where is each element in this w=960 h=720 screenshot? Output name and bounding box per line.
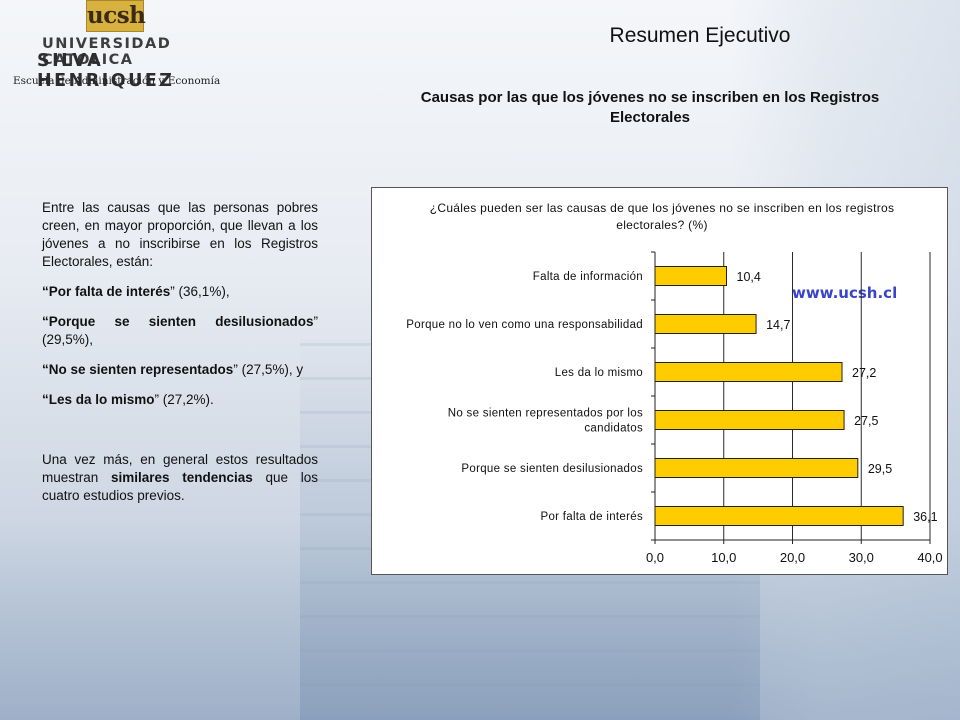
cause-list: “Por falta de interés” (36,1%), “Porque … bbox=[42, 283, 318, 409]
summary-text: Entre las causas que las personas pobres… bbox=[42, 199, 318, 517]
data-label: 14,7 bbox=[766, 318, 790, 332]
conclusion-text-end: que los cuatro estudios previos. bbox=[42, 470, 318, 503]
data-label: 27,2 bbox=[852, 366, 876, 380]
conclusion-highlight: similares tendencias bbox=[111, 470, 253, 485]
page-subtitle: Causas por las que los jóvenes no se ins… bbox=[420, 89, 880, 126]
x-tick-label: 20,0 bbox=[780, 550, 805, 565]
bar bbox=[654, 362, 843, 382]
category-label: Porque no lo ven como una responsabilida… bbox=[406, 319, 643, 331]
category-label: candidatos bbox=[584, 423, 643, 435]
bar bbox=[654, 410, 845, 430]
bar bbox=[654, 314, 757, 334]
logo-mark: ucsh bbox=[87, 2, 146, 29]
category-label: Por falta de interés bbox=[540, 511, 643, 523]
page-title: Resumen Ejecutivo bbox=[609, 24, 791, 47]
category-label: No se sienten representados por los bbox=[448, 408, 643, 420]
bar bbox=[654, 458, 859, 478]
bar bbox=[654, 506, 904, 526]
chart-plot: 0,0 10,0 20,0 30,0 40,0 10,4 Falta de informac… bbox=[406, 251, 943, 565]
category-label: Les da lo mismo bbox=[555, 367, 643, 379]
cause-name: “No se sienten representados bbox=[42, 362, 234, 377]
data-label: 29,5 bbox=[868, 462, 892, 476]
x-tick-label: 30,0 bbox=[849, 550, 874, 565]
data-label: 36,1 bbox=[913, 510, 937, 524]
logo-emblem: ucsh bbox=[86, 0, 146, 32]
logo-university-name: UNIVERSIDAD CATOLICA bbox=[42, 36, 172, 68]
conclusion-paragraph: Una vez más, en general estos resultados… bbox=[42, 451, 318, 505]
conclusion-text: Una vez más, en general estos resultados… bbox=[42, 452, 318, 485]
x-tick-label: 40,0 bbox=[917, 550, 942, 565]
category-label: Porque se sienten desilusionados bbox=[461, 463, 643, 475]
cause-item: “Les da lo mismo” (27,2%). bbox=[42, 391, 318, 409]
cause-value: ” (27,5%), y bbox=[233, 362, 304, 377]
cause-item: “Porque se sienten desilusionados” (29,5… bbox=[42, 313, 318, 349]
bar bbox=[654, 266, 727, 286]
cause-value: ” (36,1%), bbox=[170, 284, 230, 299]
cause-item: “No se sienten representados” (27,5%), y bbox=[42, 361, 318, 379]
cause-item: “Por falta de interés” (36,1%), bbox=[42, 283, 318, 301]
chart-watermark: www.ucsh.cl bbox=[792, 284, 898, 302]
cause-name: “Por falta de interés bbox=[42, 284, 171, 299]
data-label: 27,5 bbox=[854, 414, 878, 428]
logo-university-name-2: SILVA HENRIQUEZ bbox=[37, 51, 175, 91]
cause-name: “Les da lo mismo bbox=[42, 392, 155, 407]
x-tick-label: 0,0 bbox=[646, 550, 664, 565]
cause-value: ” (29,5%), bbox=[42, 314, 318, 347]
x-tick-label: 10,0 bbox=[711, 550, 736, 565]
cause-value: ” (27,2%). bbox=[154, 392, 214, 407]
category-label: Falta de información bbox=[533, 271, 643, 283]
cause-name: “Porque se sienten desilusionados bbox=[42, 314, 314, 329]
university-logo: ucsh UNIVERSIDAD CATOLICA SILVA HENRIQUE… bbox=[0, 0, 240, 92]
data-label: 10,4 bbox=[737, 270, 761, 284]
bar-chart: ¿Cuáles pueden ser las causas de que los… bbox=[371, 187, 948, 575]
logo-school-name: Escuela de Administración y Economía bbox=[13, 75, 221, 87]
chart-title: ¿Cuáles pueden ser las causas de que los… bbox=[429, 201, 895, 232]
intro-paragraph: Entre las causas que las personas pobres… bbox=[42, 200, 318, 269]
